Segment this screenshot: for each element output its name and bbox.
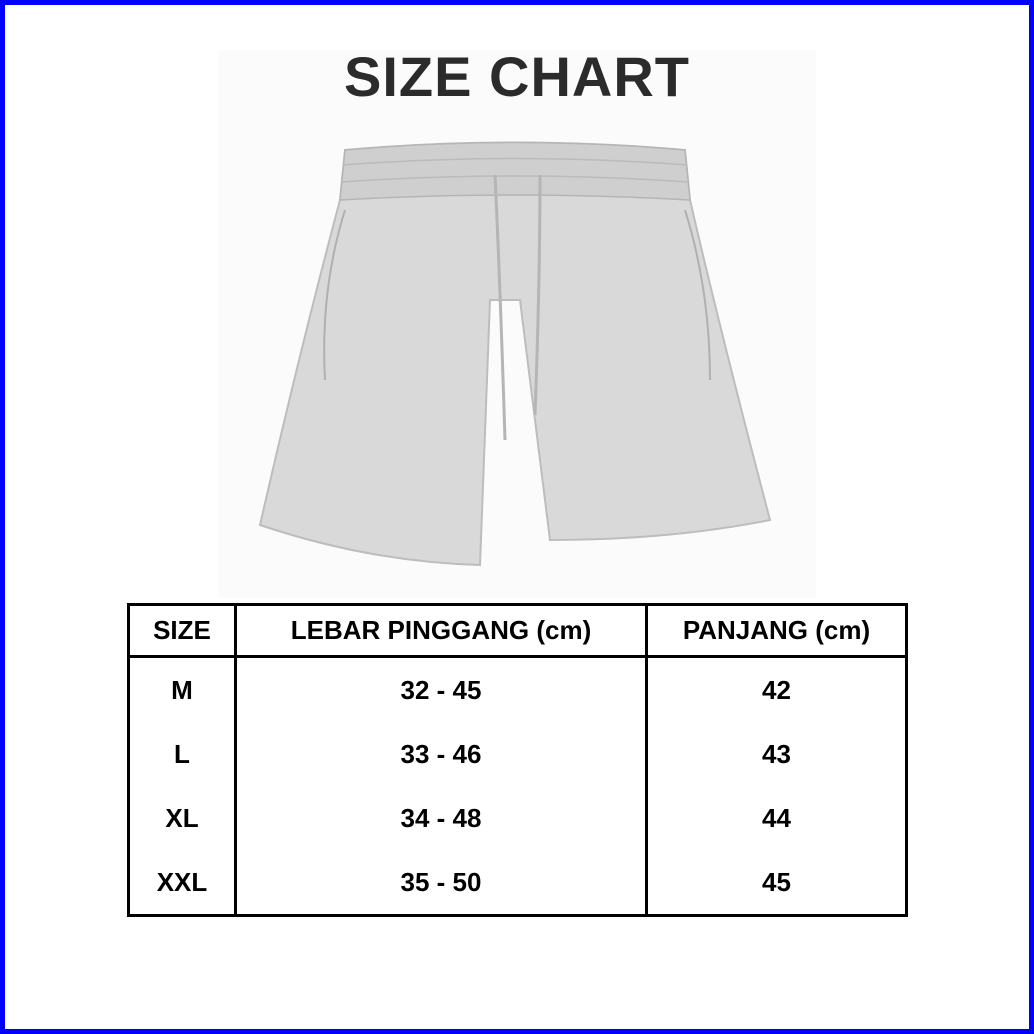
cell-length: 45 <box>645 850 908 917</box>
right-pocket <box>684 209 711 381</box>
header-size: SIZE <box>127 603 237 658</box>
table-header-row: SIZE LEBAR PINGGANG (cm) PANJANG (cm) <box>127 603 908 658</box>
cell-length: 43 <box>645 722 908 786</box>
left-pocket <box>323 209 346 381</box>
header-waist: LEBAR PINGGANG (cm) <box>234 603 648 658</box>
cell-size: XXL <box>127 850 237 917</box>
table-row: M 32 - 45 42 <box>127 656 908 722</box>
table-row: L 33 - 46 43 <box>127 722 908 786</box>
cell-size: M <box>127 656 237 722</box>
shorts-body <box>258 141 772 567</box>
size-table: SIZE LEBAR PINGGANG (cm) PANJANG (cm) M … <box>127 603 908 917</box>
shorts-image <box>258 141 772 567</box>
page-title: SIZE CHART <box>344 45 690 108</box>
drawstring <box>493 174 542 441</box>
cell-length: 44 <box>645 786 908 850</box>
table-row: XL 34 - 48 44 <box>127 786 908 850</box>
table-row: XXL 35 - 50 45 <box>127 850 908 917</box>
waistband <box>339 141 691 201</box>
cell-waist: 35 - 50 <box>234 850 648 917</box>
cell-waist: 34 - 48 <box>234 786 648 850</box>
cell-waist: 32 - 45 <box>234 656 648 722</box>
cell-length: 42 <box>645 656 908 722</box>
header-length: PANJANG (cm) <box>645 603 908 658</box>
cell-size: L <box>127 722 237 786</box>
cell-waist: 33 - 46 <box>234 722 648 786</box>
cell-size: XL <box>127 786 237 850</box>
